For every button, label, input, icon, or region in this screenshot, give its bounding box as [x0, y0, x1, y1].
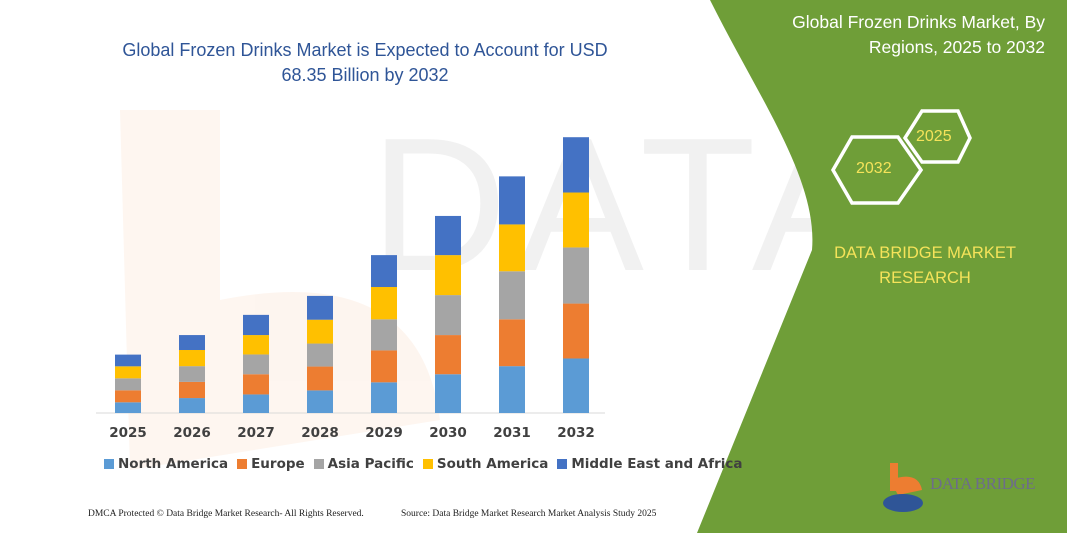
legend-swatch [237, 459, 248, 469]
legend-item: South America [422, 456, 549, 472]
legend-label: South America [436, 456, 549, 472]
bar-2025-asia-pacific [115, 378, 141, 391]
bar-2028-middle-east-and-africa [307, 295, 333, 320]
bar-2030-europe [435, 335, 461, 375]
x-tick-label: 2025 [109, 425, 147, 441]
legend-label: Europe [251, 456, 305, 472]
bar-2027-north-america [243, 394, 269, 413]
brand-text: DATA BRIDGE MARKET RESEARCH [834, 244, 1016, 287]
bar-2031-south-america [499, 224, 525, 272]
bar-2032-south-america [563, 192, 589, 248]
legend-item: Asia Pacific [313, 456, 414, 472]
x-tick-label: 2027 [237, 425, 275, 441]
x-tick-label: 2031 [493, 425, 531, 441]
bar-2031-asia-pacific [499, 271, 525, 320]
legend-item: North America [104, 456, 228, 472]
bar-2027-europe [243, 374, 269, 395]
legend-label: North America [118, 456, 229, 472]
bar-2026-middle-east-and-africa [179, 335, 205, 351]
bar-2026-asia-pacific [179, 366, 205, 382]
footer-copyright: DMCA Protected © Data Bridge Market Rese… [88, 509, 364, 519]
legend-swatch [104, 459, 114, 469]
bar-2026-europe [179, 381, 205, 399]
legend: North America Europe Asia Pacific South Ame… [104, 456, 743, 472]
logo-icon [883, 463, 923, 512]
green-panel [697, 0, 1067, 533]
bar-2025-middle-east-and-africa [115, 354, 141, 367]
bar-2031-north-america [499, 366, 525, 413]
panel-title: Global Frozen Drinks Market, By Regions,… [792, 12, 1045, 57]
bar-2032-middle-east-and-africa [563, 137, 589, 193]
bar-2025-europe [115, 390, 141, 403]
legend-swatch [313, 459, 324, 469]
x-tick-label: 2032 [557, 425, 595, 441]
legend-label: Middle East and Africa [571, 456, 743, 472]
bar-2026-south-america [179, 350, 205, 367]
bar-2029-middle-east-and-africa [371, 255, 397, 288]
bar-2029-asia-pacific [371, 319, 397, 351]
legend-label: Asia Pacific [327, 456, 414, 472]
bar-2030-north-america [435, 374, 461, 413]
bar-2032-europe [563, 303, 589, 359]
bar-2027-asia-pacific [243, 354, 269, 375]
bar-2028-asia-pacific [307, 343, 333, 367]
bar-2027-south-america [243, 335, 269, 355]
bar-2030-middle-east-and-africa [435, 215, 461, 256]
bar-2029-north-america [371, 382, 397, 413]
legend-item: Europe [237, 456, 305, 472]
chart-title: Global Frozen Drinks Market is Expected … [122, 40, 608, 85]
bar-2030-asia-pacific [435, 295, 461, 336]
bar-2028-europe [307, 366, 333, 391]
x-tick-label: 2029 [365, 425, 403, 441]
hex-label-2025: 2025 [916, 128, 952, 145]
bar-2031-middle-east-and-africa [499, 176, 525, 225]
logo-text: DATA BRIDGE [930, 474, 1036, 493]
x-tick-label: 2026 [173, 425, 211, 441]
bar-2025-south-america [115, 366, 141, 379]
bar-2032-asia-pacific [563, 247, 589, 304]
bar-2032-north-america [563, 358, 589, 413]
bars [115, 137, 589, 413]
bar-2030-south-america [435, 255, 461, 296]
footer-source: Source: Data Bridge Market Research Mark… [401, 509, 657, 519]
bar-2031-europe [499, 319, 525, 367]
legend-item: Middle East and Africa [557, 456, 743, 472]
hexagon-2032 [830, 135, 924, 205]
bar-2028-south-america [307, 319, 333, 344]
bar-2029-south-america [371, 287, 397, 320]
bar-2027-middle-east-and-africa [243, 314, 269, 336]
x-tick-label: 2030 [429, 425, 467, 441]
bar-2028-north-america [307, 390, 333, 413]
x-tick-label: 2028 [301, 425, 339, 441]
legend-swatch [422, 459, 433, 469]
hexagon-2025 [902, 109, 972, 164]
bar-2026-north-america [179, 398, 205, 413]
bar-2025-north-america [115, 402, 141, 413]
bar-2029-europe [371, 350, 397, 383]
hex-label-2032: 2032 [856, 160, 892, 177]
legend-swatch [557, 459, 568, 469]
